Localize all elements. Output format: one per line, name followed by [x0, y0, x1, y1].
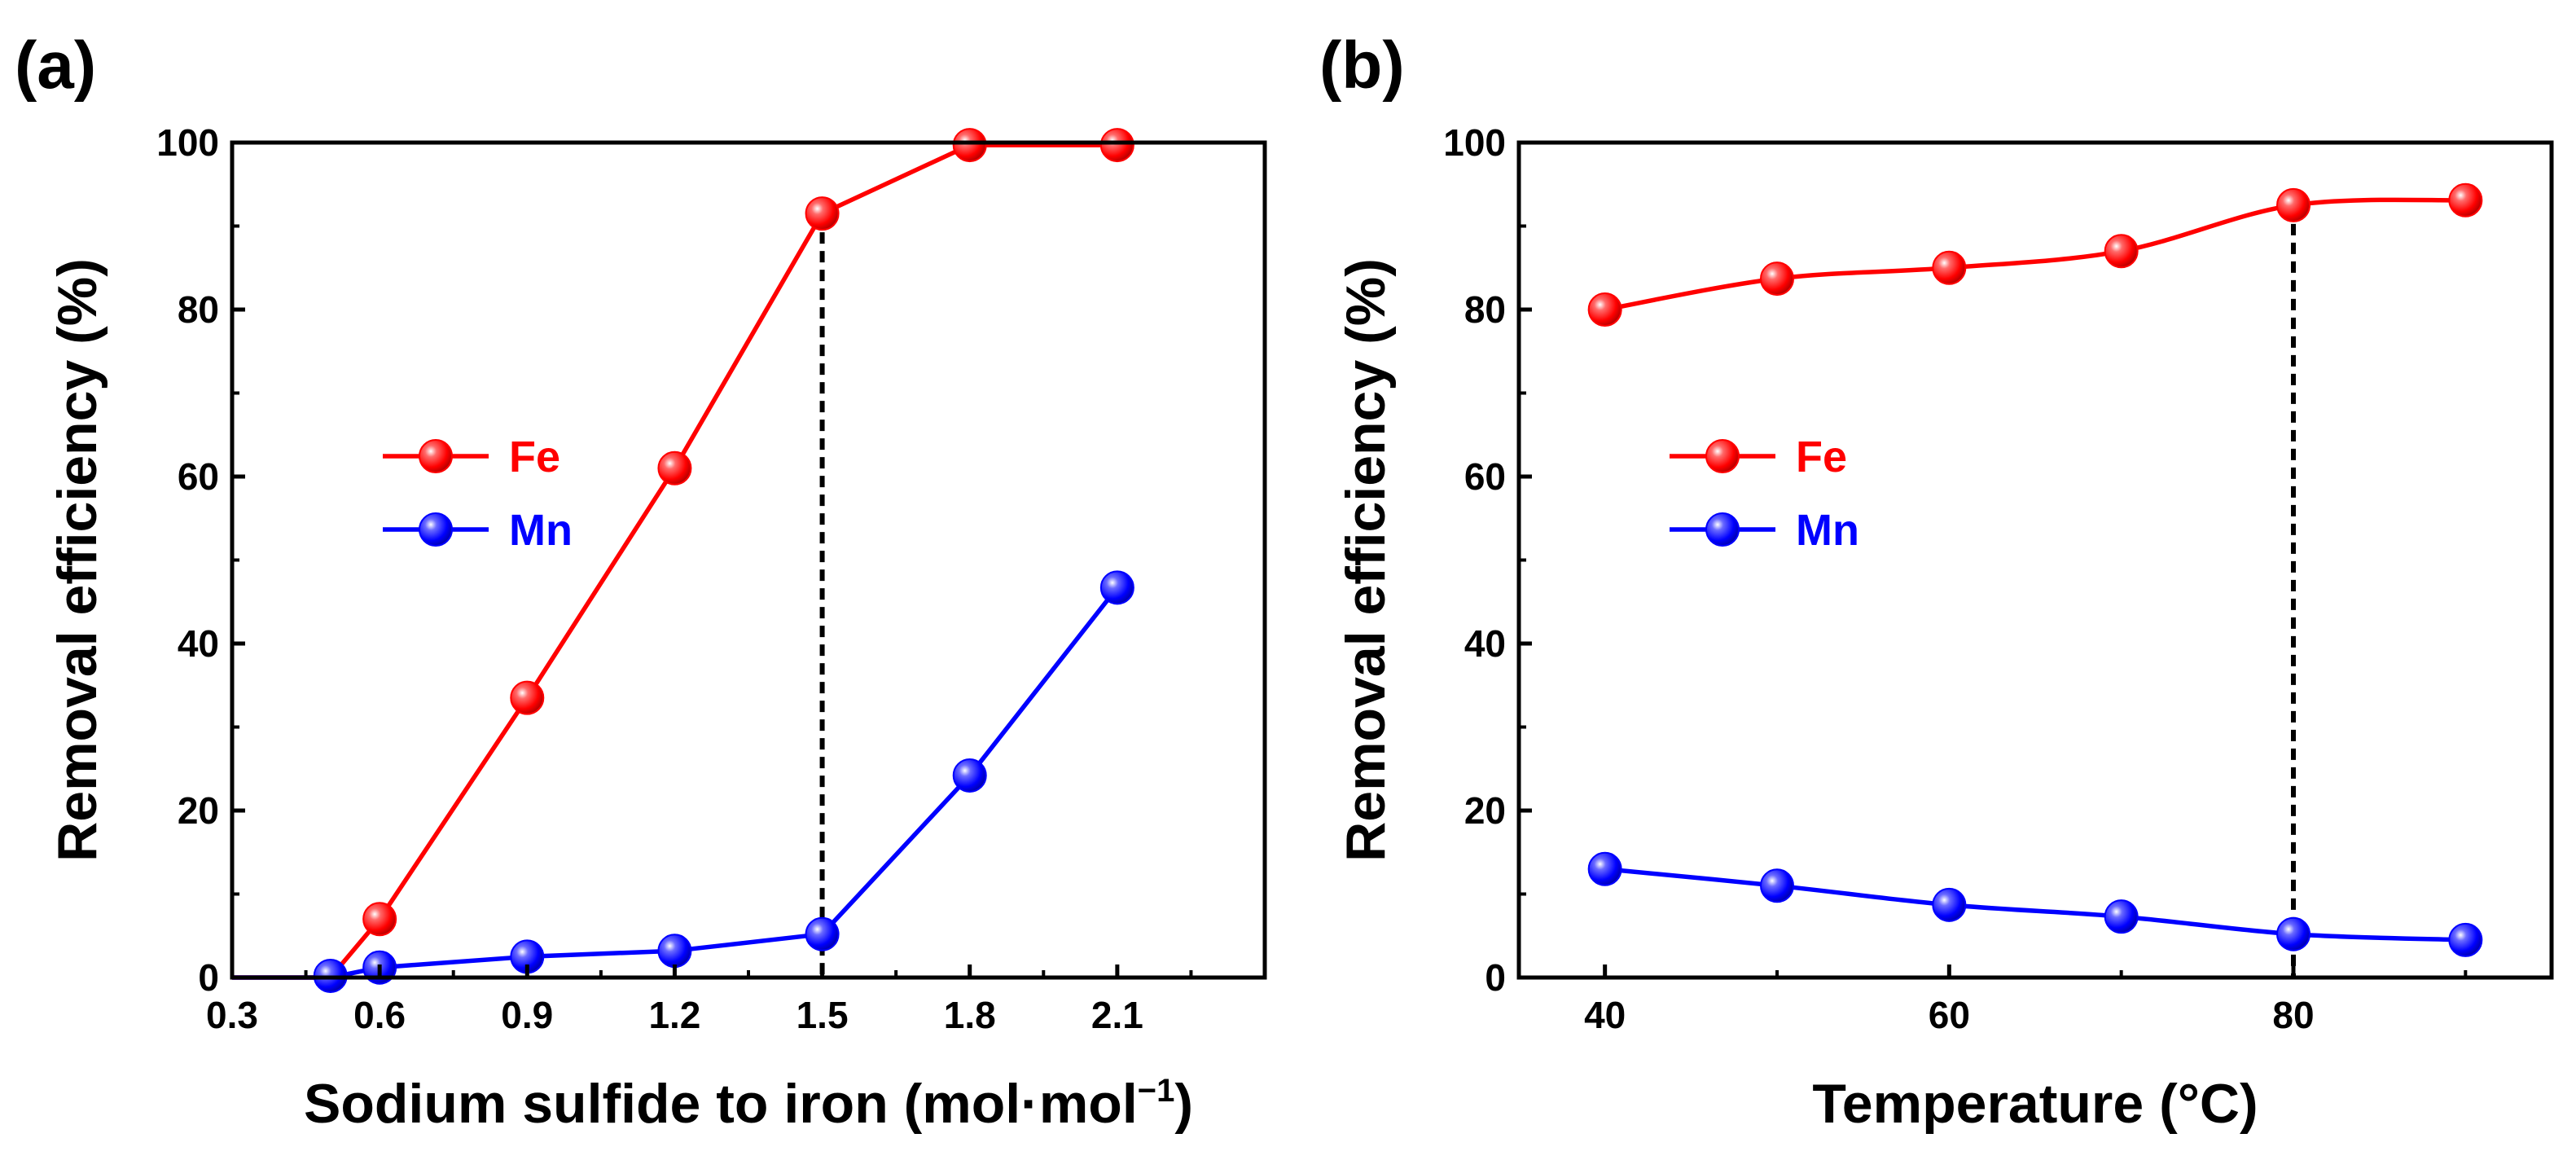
data-point-fe-0 [1587, 292, 1622, 327]
y-tick-label: 0 [1485, 956, 1506, 999]
data-point-fe-5 [1099, 128, 1134, 163]
plot-frame [1516, 140, 2554, 980]
data-point-fe-2 [1932, 250, 1967, 285]
data-point-fe-4 [952, 128, 987, 163]
data-point-mn-3 [657, 934, 692, 969]
data-point-mn-3 [2104, 899, 2139, 934]
x-tick-label: 60 [1929, 994, 1970, 1036]
x-tick-label: 80 [2272, 994, 2314, 1036]
data-point-mn-4 [805, 916, 840, 951]
x-tick-label: 40 [1584, 994, 1626, 1036]
x-tick-label: 1.5 [796, 994, 849, 1036]
panel-a: (a) 0 20 40 60 80 100 0.3 0.6 0.9 1.2 1.5 1.8 2.1 Remo… [15, 29, 1267, 1135]
y-tick-label: 80 [178, 288, 219, 331]
y-tick-label: 0 [198, 956, 219, 999]
data-point-fe-5 [2448, 182, 2483, 218]
y-tick-label: 80 [1464, 288, 1506, 331]
y-tick-label: 20 [178, 789, 219, 832]
y-tick-label: 100 [1443, 121, 1506, 164]
data-point-mn-1 [1760, 868, 1794, 903]
x-tick-label: 0.9 [501, 994, 553, 1036]
data-point-mn-5 [2448, 922, 2483, 957]
data-point-mn-6 [1099, 570, 1134, 605]
panel-b: (b) 0 20 40 60 80 100 40 60 80 Removal efficiency … [1319, 29, 2554, 1135]
data-point-mn-5 [952, 758, 987, 793]
y-axis-title: Removal efficiency (%) [46, 258, 108, 862]
data-point-mn-4 [2276, 916, 2311, 951]
data-point-mn-0 [1587, 851, 1622, 886]
legend-label-mn: Mn [1796, 506, 1859, 555]
y-tick-label: 20 [1464, 789, 1506, 832]
panel-label: (a) [15, 29, 96, 103]
legend-marker-mn [1705, 512, 1740, 547]
x-tick-label: 1.2 [648, 994, 700, 1036]
panel-label: (b) [1319, 29, 1405, 103]
data-point-fe-1 [1760, 261, 1794, 297]
plot-frame [230, 140, 1267, 980]
legend: Fe Mn [1670, 433, 1859, 555]
y-tick-label: 60 [1464, 455, 1506, 498]
data-point-fe-4 [2276, 187, 2311, 222]
legend-marker-mn [419, 512, 453, 547]
legend-label-fe: Fe [1796, 433, 1847, 481]
data-point-fe-2 [657, 450, 692, 486]
x-axis-title: Temperature (°C) [1812, 1073, 2258, 1135]
legend-marker-fe [419, 439, 453, 473]
legend-label-mn: Mn [509, 506, 573, 555]
series-line-fe [1604, 197, 2466, 312]
data-point-mn-2 [1932, 887, 1967, 922]
data-point-fe-1 [510, 680, 545, 715]
data-point-fe-3 [2104, 234, 2139, 269]
x-axis-title: Sodium sulfide to iron (mol·mol−1) [304, 1073, 1193, 1135]
y-tick-label: 40 [1464, 622, 1506, 665]
series-line-fe [232, 143, 1117, 980]
data-point-fe-0 [362, 902, 397, 937]
data-point-fe-3 [805, 196, 840, 231]
legend-marker-fe [1705, 439, 1740, 473]
series-line-mn [1604, 867, 2466, 942]
y-tick-label: 40 [178, 622, 219, 665]
x-tick-label: 0.6 [353, 994, 406, 1036]
y-axis-title: Removal efficiency (%) [1335, 258, 1397, 862]
x-tick-label: 1.8 [944, 994, 996, 1036]
legend: Fe Mn [383, 433, 573, 555]
y-tick-label: 60 [178, 455, 219, 498]
x-tick-label: 0.3 [206, 994, 258, 1036]
x-tick-label: 2.1 [1091, 994, 1143, 1036]
legend-label-fe: Fe [509, 433, 560, 481]
y-tick-label: 100 [156, 121, 219, 164]
